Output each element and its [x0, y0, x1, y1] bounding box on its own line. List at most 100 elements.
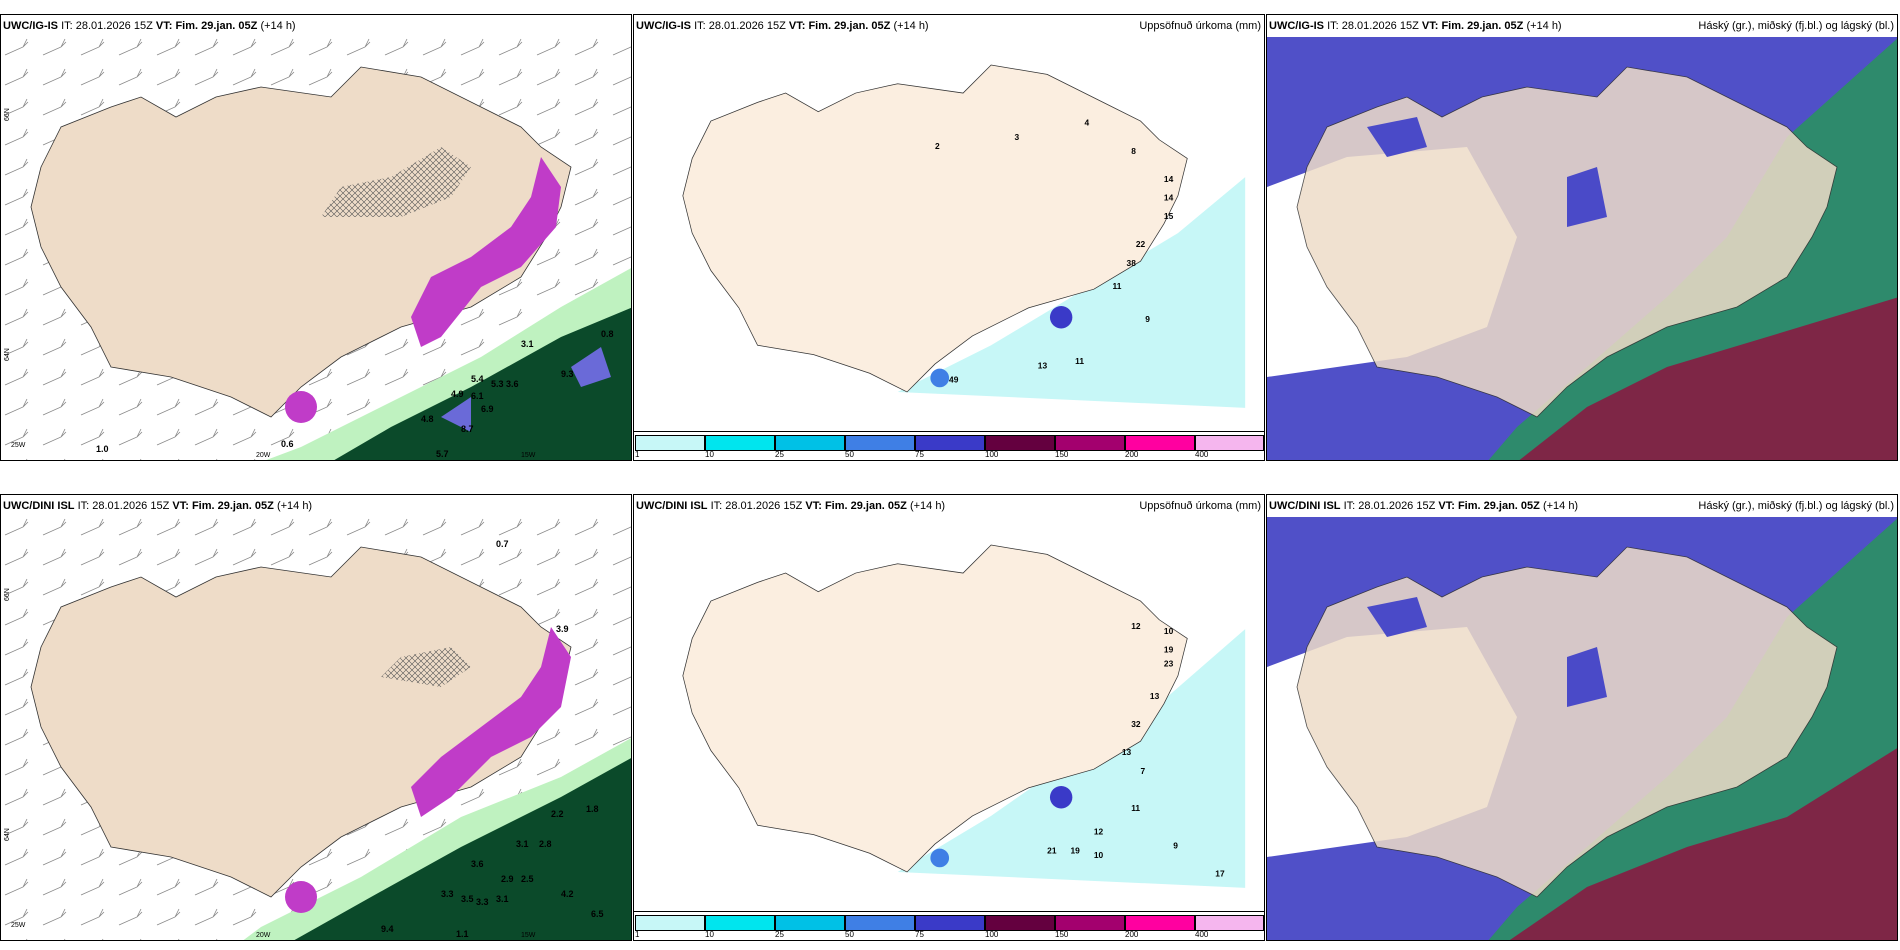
pt-13: 11	[1075, 356, 1084, 366]
legend-swatch	[845, 915, 915, 931]
precip-magenta-south	[285, 881, 317, 913]
panel-header: UWC/DINI ISL IT: 28.01.2026 15Z VT: Fim.…	[636, 500, 946, 512]
pt-8: 7	[1141, 766, 1146, 776]
legend-label: 400	[1195, 930, 1209, 939]
lon-20: 20W	[256, 452, 271, 459]
lon-25: 25W	[11, 442, 26, 449]
precip-magenta-east	[411, 627, 571, 817]
legend-label: 50	[845, 930, 854, 939]
legend-label: 25	[775, 930, 784, 939]
legend-label: 150	[1055, 930, 1069, 939]
snow-hatching	[381, 647, 471, 687]
pt-2: 3.9	[556, 624, 569, 634]
pt-9: 3.3	[476, 897, 489, 907]
pt-10: 6.9	[481, 404, 494, 414]
cloud-map	[1267, 517, 1897, 940]
low-cloud	[1519, 297, 1897, 460]
legend-swatch	[635, 915, 705, 931]
panel-header: UWC/IG-IS IT: 28.01.2026 15Z VT: Fim. 29…	[636, 20, 929, 32]
pt-2: 10	[1164, 626, 1174, 636]
pt-4: 23	[1164, 658, 1174, 668]
legend-swatch	[775, 915, 845, 931]
cloud-map	[1267, 37, 1897, 460]
pt-6: 32	[1131, 719, 1141, 729]
lon-15: 15W	[521, 452, 536, 459]
panel-title: Uppsöfnuð úrkoma (mm)	[1139, 20, 1261, 32]
legend-label: 1	[635, 930, 640, 939]
iceland-landmass	[682, 64, 1188, 393]
precip-magenta-south	[285, 391, 317, 423]
lat-64: 64N	[4, 828, 11, 841]
pt-8: 4.9	[451, 389, 464, 399]
legend-swatch	[1055, 435, 1125, 451]
pt-4: 8	[1131, 146, 1136, 156]
panel-cloud-top: UWC/IG-IS IT: 28.01.2026 15Z VT: Fim. 29…	[1266, 14, 1898, 461]
pt-1: 12	[1131, 621, 1141, 631]
pt-6: 5.3	[491, 379, 504, 389]
legend-swatch	[775, 435, 845, 451]
pt-17: 6.5	[591, 909, 604, 919]
legend-swatch	[915, 435, 985, 451]
panel-precip-top: UWC/IG-IS IT: 28.01.2026 15Z VT: Fim. 29…	[633, 14, 1265, 461]
pt-16: 2.8	[539, 839, 552, 849]
iceland-landmass	[682, 544, 1188, 873]
legend-swatch	[1125, 435, 1195, 451]
pt-12: 1.1	[456, 929, 469, 939]
pt-8: 22	[1136, 239, 1146, 249]
pt-12: 8.7	[461, 424, 474, 434]
pt-1: 2	[935, 141, 940, 151]
pt-11: 9.4	[381, 924, 394, 934]
mid-cloud	[1367, 597, 1607, 707]
pt-13: 21	[1047, 845, 1057, 855]
precip-legend: 1 10 25 50 75 100 150 200 400	[634, 431, 1264, 460]
legend-swatch	[705, 915, 775, 931]
iceland-landmass	[1296, 66, 1838, 418]
pt-4: 2.9	[501, 874, 514, 884]
pt-3: 3.1	[521, 339, 534, 349]
panel-header: UWC/DINI ISL IT: 28.01.2026 15Z VT: Fim.…	[3, 500, 313, 512]
panel-header: UWC/DINI ISL IT: 28.01.2026 15Z VT: Fim.…	[1269, 500, 1579, 512]
wind-precip-map: 0.7 3.9 3.6 2.9 2.5 4.2 3.3 3.5 3.3 3.1 …	[1, 517, 631, 940]
panel-wind-top: UWC/IG-IS IT: 28.01.2026 15Z VT: Fim. 29…	[0, 14, 632, 461]
precip-light	[897, 177, 1246, 408]
pt-9: 38	[1127, 258, 1137, 268]
precip-core-south	[930, 848, 950, 868]
legend-swatch	[635, 435, 705, 451]
precip-green-dark	[334, 307, 631, 460]
precip-map: 2 3 4 8 14 14 15 22 38 11 9 13 11 49	[654, 37, 1246, 408]
legend-swatch	[1195, 915, 1264, 931]
pt-7: 3.6	[506, 379, 519, 389]
pt-12: 10	[1094, 850, 1104, 860]
pt-1: 1.0	[96, 444, 109, 454]
panel-header: UWC/IG-IS IT: 28.01.2026 15Z VT: Fim. 29…	[1269, 20, 1562, 32]
pt-7: 3.3	[441, 889, 454, 899]
iceland-landmass	[1296, 546, 1838, 898]
pt-9: 11	[1131, 803, 1140, 813]
pt-3: 4	[1085, 118, 1090, 128]
pt-6: 14	[1164, 192, 1174, 202]
pt-14: 9.3	[561, 369, 574, 379]
panel-wind-bottom: UWC/DINI ISL IT: 28.01.2026 15Z VT: Fim.…	[0, 494, 632, 941]
pt-13: 2.2	[551, 809, 564, 819]
legend-label: 100	[985, 930, 999, 939]
pt-11: 9	[1145, 314, 1150, 324]
legend-label: 10	[705, 930, 714, 939]
pt-1: 0.7	[496, 539, 509, 549]
pt-15: 3.1	[516, 839, 529, 849]
precip-light	[897, 629, 1246, 888]
pt-2: 3	[1014, 132, 1019, 142]
legend-label: 100	[985, 450, 999, 459]
legend-swatch	[985, 915, 1055, 931]
pt-3: 19	[1164, 644, 1174, 654]
panel-cloud-bottom: UWC/DINI ISL IT: 28.01.2026 15Z VT: Fim.…	[1266, 494, 1898, 941]
legend-label: 75	[915, 930, 924, 939]
pt-14: 9	[1173, 841, 1178, 851]
pt-6: 4.2	[561, 889, 574, 899]
pt-5: 13	[1150, 691, 1160, 701]
precip-map: 12 10 19 23 13 32 13 7 11 12 19 10 21 9 …	[654, 517, 1246, 888]
lat-66: 66N	[4, 108, 11, 121]
panel-title: Háský (gr.), miðský (fj.bl.) og lágský (…	[1698, 20, 1894, 32]
lon-20: 20W	[256, 932, 271, 939]
legend-label: 400	[1195, 450, 1209, 459]
lon-25: 25W	[11, 922, 26, 929]
